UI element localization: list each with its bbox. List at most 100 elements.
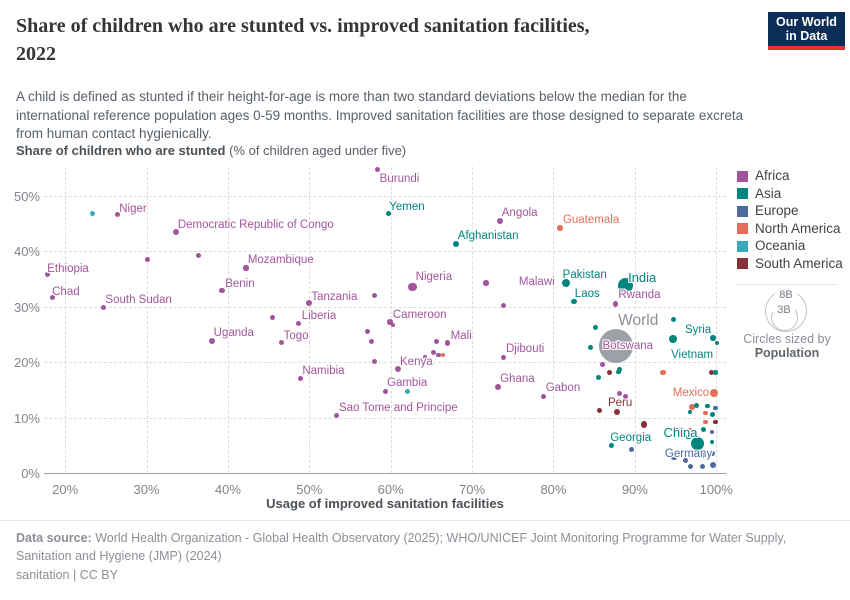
country-label-democratic-republic-of-congo[interactable]: Democratic Republic of Congo	[177, 219, 334, 232]
data-point[interactable]	[686, 434, 691, 440]
data-point-peru[interactable]	[613, 409, 620, 416]
data-point[interactable]	[713, 370, 718, 375]
data-point-burundi[interactable]	[375, 167, 381, 173]
country-label-ethiopia[interactable]: Ethiopia	[47, 263, 89, 276]
data-point[interactable]	[196, 253, 202, 259]
data-point[interactable]	[596, 408, 602, 414]
country-label-djibouti[interactable]: Djibouti	[506, 343, 545, 356]
data-point[interactable]	[699, 464, 705, 470]
data-point[interactable]	[670, 316, 676, 322]
country-label-georgia[interactable]: Georgia	[610, 431, 652, 444]
data-point-nigeria[interactable]	[408, 282, 417, 292]
data-point-niger[interactable]	[114, 212, 120, 218]
data-point-world[interactable]	[599, 329, 634, 364]
data-point[interactable]	[595, 374, 601, 380]
data-point-laos[interactable]	[571, 298, 577, 305]
country-label-vietnam[interactable]: Vietnam	[671, 348, 714, 361]
data-point-mexico[interactable]	[709, 389, 718, 398]
country-label-mozambique[interactable]: Mozambique	[247, 254, 314, 267]
data-point-democratic-republic-of-congo[interactable]	[172, 229, 179, 236]
data-point[interactable]	[700, 452, 706, 458]
data-point-india[interactable]	[617, 278, 633, 294]
country-label-guatemala[interactable]: Guatemala	[562, 214, 620, 227]
data-point-tanzania[interactable]	[306, 299, 313, 306]
data-point-malawi[interactable]	[483, 280, 489, 286]
data-point-ghana[interactable]	[495, 384, 502, 391]
data-point-angola[interactable]	[496, 217, 503, 224]
data-point[interactable]	[616, 369, 621, 375]
data-point[interactable]	[405, 388, 411, 394]
country-label-niger[interactable]: Niger	[119, 202, 147, 215]
data-point-gambia[interactable]	[382, 388, 388, 394]
data-point[interactable]	[687, 409, 693, 415]
country-label-world[interactable]: World	[618, 312, 659, 330]
data-point[interactable]	[700, 427, 706, 433]
data-point[interactable]	[431, 349, 437, 355]
country-label-cameroon[interactable]: Cameroon	[392, 308, 447, 321]
country-label-malawi[interactable]: Malawi	[518, 275, 555, 288]
data-point[interactable]	[500, 302, 506, 308]
country-label-mexico[interactable]: Mexico	[672, 387, 710, 400]
data-point[interactable]	[390, 322, 396, 328]
country-label-syria[interactable]: Syria	[684, 323, 712, 336]
country-label-uganda[interactable]: Uganda	[213, 327, 254, 340]
country-label-chad[interactable]: Chad	[52, 285, 80, 298]
country-label-rwanda[interactable]: Rwanda	[618, 289, 661, 302]
data-point[interactable]	[588, 344, 594, 350]
data-point[interactable]	[682, 457, 688, 463]
data-point[interactable]	[440, 352, 446, 358]
data-point[interactable]	[144, 257, 150, 263]
data-point[interactable]	[709, 429, 715, 435]
data-point[interactable]	[709, 412, 715, 418]
data-point[interactable]	[689, 404, 695, 410]
legend-item-africa[interactable]: Africa	[737, 169, 843, 182]
data-point-georgia[interactable]	[608, 443, 614, 449]
data-point[interactable]	[422, 354, 428, 360]
legend-item-asia[interactable]: Asia	[737, 186, 843, 200]
data-point-germany[interactable]	[671, 454, 677, 460]
country-label-ghana[interactable]: Ghana	[500, 373, 535, 386]
owid-logo[interactable]: Our World in Data	[768, 12, 845, 50]
country-label-gambia[interactable]: Gambia	[387, 377, 428, 389]
country-label-gabon[interactable]: Gabon	[545, 382, 581, 394]
country-label-burundi[interactable]: Burundi	[379, 172, 420, 185]
data-point[interactable]	[703, 419, 708, 425]
data-point-south-sudan[interactable]	[100, 305, 106, 311]
data-point-ethiopia[interactable]	[44, 271, 50, 277]
data-point[interactable]	[436, 352, 441, 358]
data-point[interactable]	[365, 329, 371, 335]
data-point[interactable]	[674, 427, 680, 433]
data-point-gabon[interactable]	[541, 393, 547, 399]
data-point[interactable]	[599, 362, 605, 368]
data-point[interactable]	[661, 370, 666, 375]
data-point[interactable]	[629, 446, 635, 452]
data-point[interactable]	[607, 370, 613, 376]
data-point-china[interactable]	[691, 436, 704, 450]
data-point[interactable]	[709, 439, 715, 445]
data-point-pakistan[interactable]	[561, 278, 570, 287]
country-label-pakistan[interactable]: Pakistan	[562, 268, 607, 281]
country-label-benin[interactable]: Benin	[225, 277, 255, 290]
data-point[interactable]	[705, 403, 710, 409]
data-point[interactable]	[708, 369, 714, 375]
country-label-china[interactable]: China	[663, 425, 698, 441]
data-point-sao-tome-and-principe[interactable]	[334, 413, 340, 419]
data-point[interactable]	[371, 358, 377, 364]
data-point[interactable]	[90, 210, 96, 216]
country-label-namibia[interactable]: Namibia	[302, 364, 345, 377]
footer-license[interactable]: sanitation | CC BY	[16, 568, 118, 582]
data-point-cameroon[interactable]	[387, 319, 393, 325]
data-point[interactable]	[433, 338, 439, 344]
data-point-liberia[interactable]	[296, 321, 302, 327]
country-label-tanzania[interactable]: Tanzania	[311, 290, 358, 303]
country-label-angola[interactable]: Angola	[501, 206, 538, 219]
country-label-liberia[interactable]: Liberia	[301, 309, 337, 322]
data-point-vietnam[interactable]	[669, 335, 677, 343]
data-point-togo[interactable]	[279, 340, 285, 346]
country-label-mali[interactable]: Mali	[450, 329, 472, 342]
data-point[interactable]	[694, 403, 700, 409]
data-point[interactable]	[368, 338, 374, 344]
data-point-benin[interactable]	[219, 287, 225, 294]
data-point[interactable]	[709, 462, 716, 469]
country-label-india[interactable]: India	[628, 269, 657, 285]
